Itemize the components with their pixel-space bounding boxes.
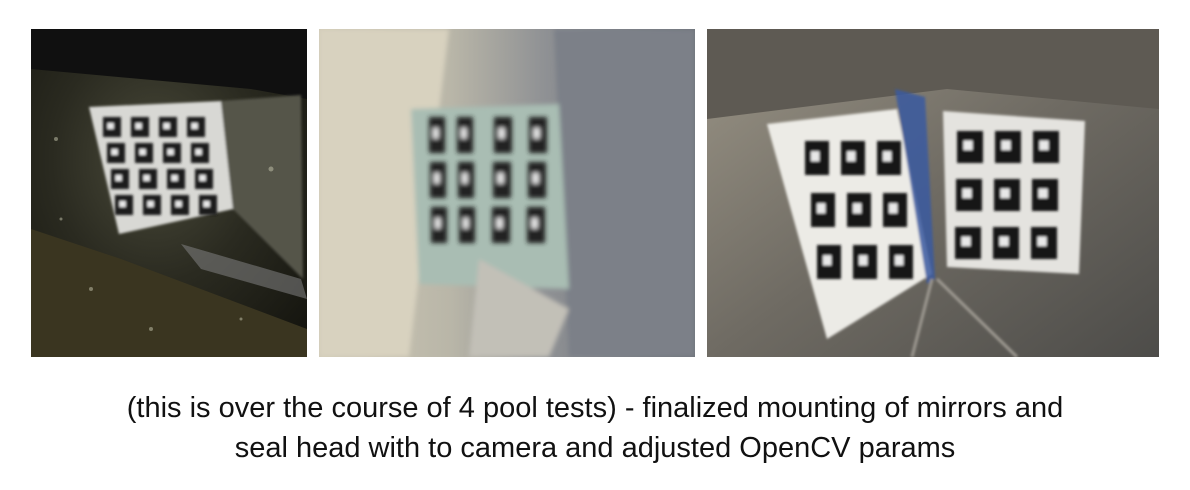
aruco-marker-pattern bbox=[817, 203, 826, 214]
aruco-marker-pattern bbox=[463, 217, 469, 229]
aruco-marker-pattern bbox=[135, 123, 142, 129]
aruco-marker-pattern bbox=[433, 127, 439, 139]
aruco-marker-pattern bbox=[167, 149, 174, 155]
aruco-marker-pattern bbox=[143, 175, 150, 181]
pool-test-photo-3 bbox=[707, 29, 1159, 357]
aruco-marker-pattern bbox=[462, 172, 468, 184]
aruco-marker-pattern bbox=[496, 217, 503, 229]
aruco-marker-pattern bbox=[111, 149, 118, 155]
caption-line-1: (this is over the course of 4 pool tests… bbox=[126, 392, 1064, 424]
aruco-marker-pattern bbox=[962, 188, 972, 199]
aruco-marker-pattern bbox=[115, 175, 122, 181]
aruco-marker-pattern bbox=[883, 151, 892, 162]
aruco-marker-pattern bbox=[163, 123, 170, 129]
aruco-marker-pattern bbox=[497, 172, 504, 184]
aruco-marker-pattern bbox=[434, 172, 440, 184]
aruco-marker-pattern bbox=[533, 127, 540, 139]
aruco-marker-pattern bbox=[963, 140, 973, 151]
aruco-marker-pattern bbox=[203, 201, 210, 207]
aruco-marker-pattern bbox=[853, 203, 862, 214]
aruco-marker-pattern bbox=[847, 151, 856, 162]
aruco-marker-pattern bbox=[435, 217, 441, 229]
aruco-marker-pattern bbox=[895, 255, 904, 266]
aruco-marker-pattern bbox=[139, 149, 146, 155]
aruco-marker-pattern bbox=[175, 201, 182, 207]
aruco-marker-pattern bbox=[811, 151, 820, 162]
pool-test-photo-1 bbox=[31, 29, 307, 357]
aruco-marker-pattern bbox=[859, 255, 868, 266]
aruco-marker-pattern bbox=[171, 175, 178, 181]
aruco-marker-pattern bbox=[107, 123, 114, 129]
aruco-marker-pattern bbox=[1038, 188, 1048, 199]
aruco-marker-pattern bbox=[1039, 140, 1049, 151]
aruco-marker-pattern bbox=[823, 255, 832, 266]
aruco-marker-pattern bbox=[119, 201, 126, 207]
caption-line-2: seal head with to camera and adjusted Op… bbox=[234, 432, 956, 464]
aruco-marker-pattern bbox=[961, 236, 971, 247]
aruco-marker-pattern bbox=[199, 175, 206, 181]
aruco-marker-pattern bbox=[1000, 188, 1010, 199]
aruco-marker-pattern bbox=[147, 201, 154, 207]
aruco-marker-pattern bbox=[531, 217, 538, 229]
aruco-marker-pattern bbox=[889, 203, 898, 214]
aruco-marker-pattern bbox=[999, 236, 1009, 247]
aruco-marker-pattern bbox=[498, 127, 505, 139]
aruco-marker-pattern bbox=[195, 149, 202, 155]
aruco-marker-pattern bbox=[191, 123, 198, 129]
aruco-marker-pattern bbox=[461, 127, 467, 139]
aruco-marker-pattern bbox=[1001, 140, 1011, 151]
aruco-marker-pattern bbox=[532, 172, 539, 184]
aruco-marker-pattern bbox=[1037, 236, 1047, 247]
pool-test-photo-2 bbox=[319, 29, 695, 357]
photo-caption: (this is over the course of 4 pool tests… bbox=[0, 388, 1190, 468]
